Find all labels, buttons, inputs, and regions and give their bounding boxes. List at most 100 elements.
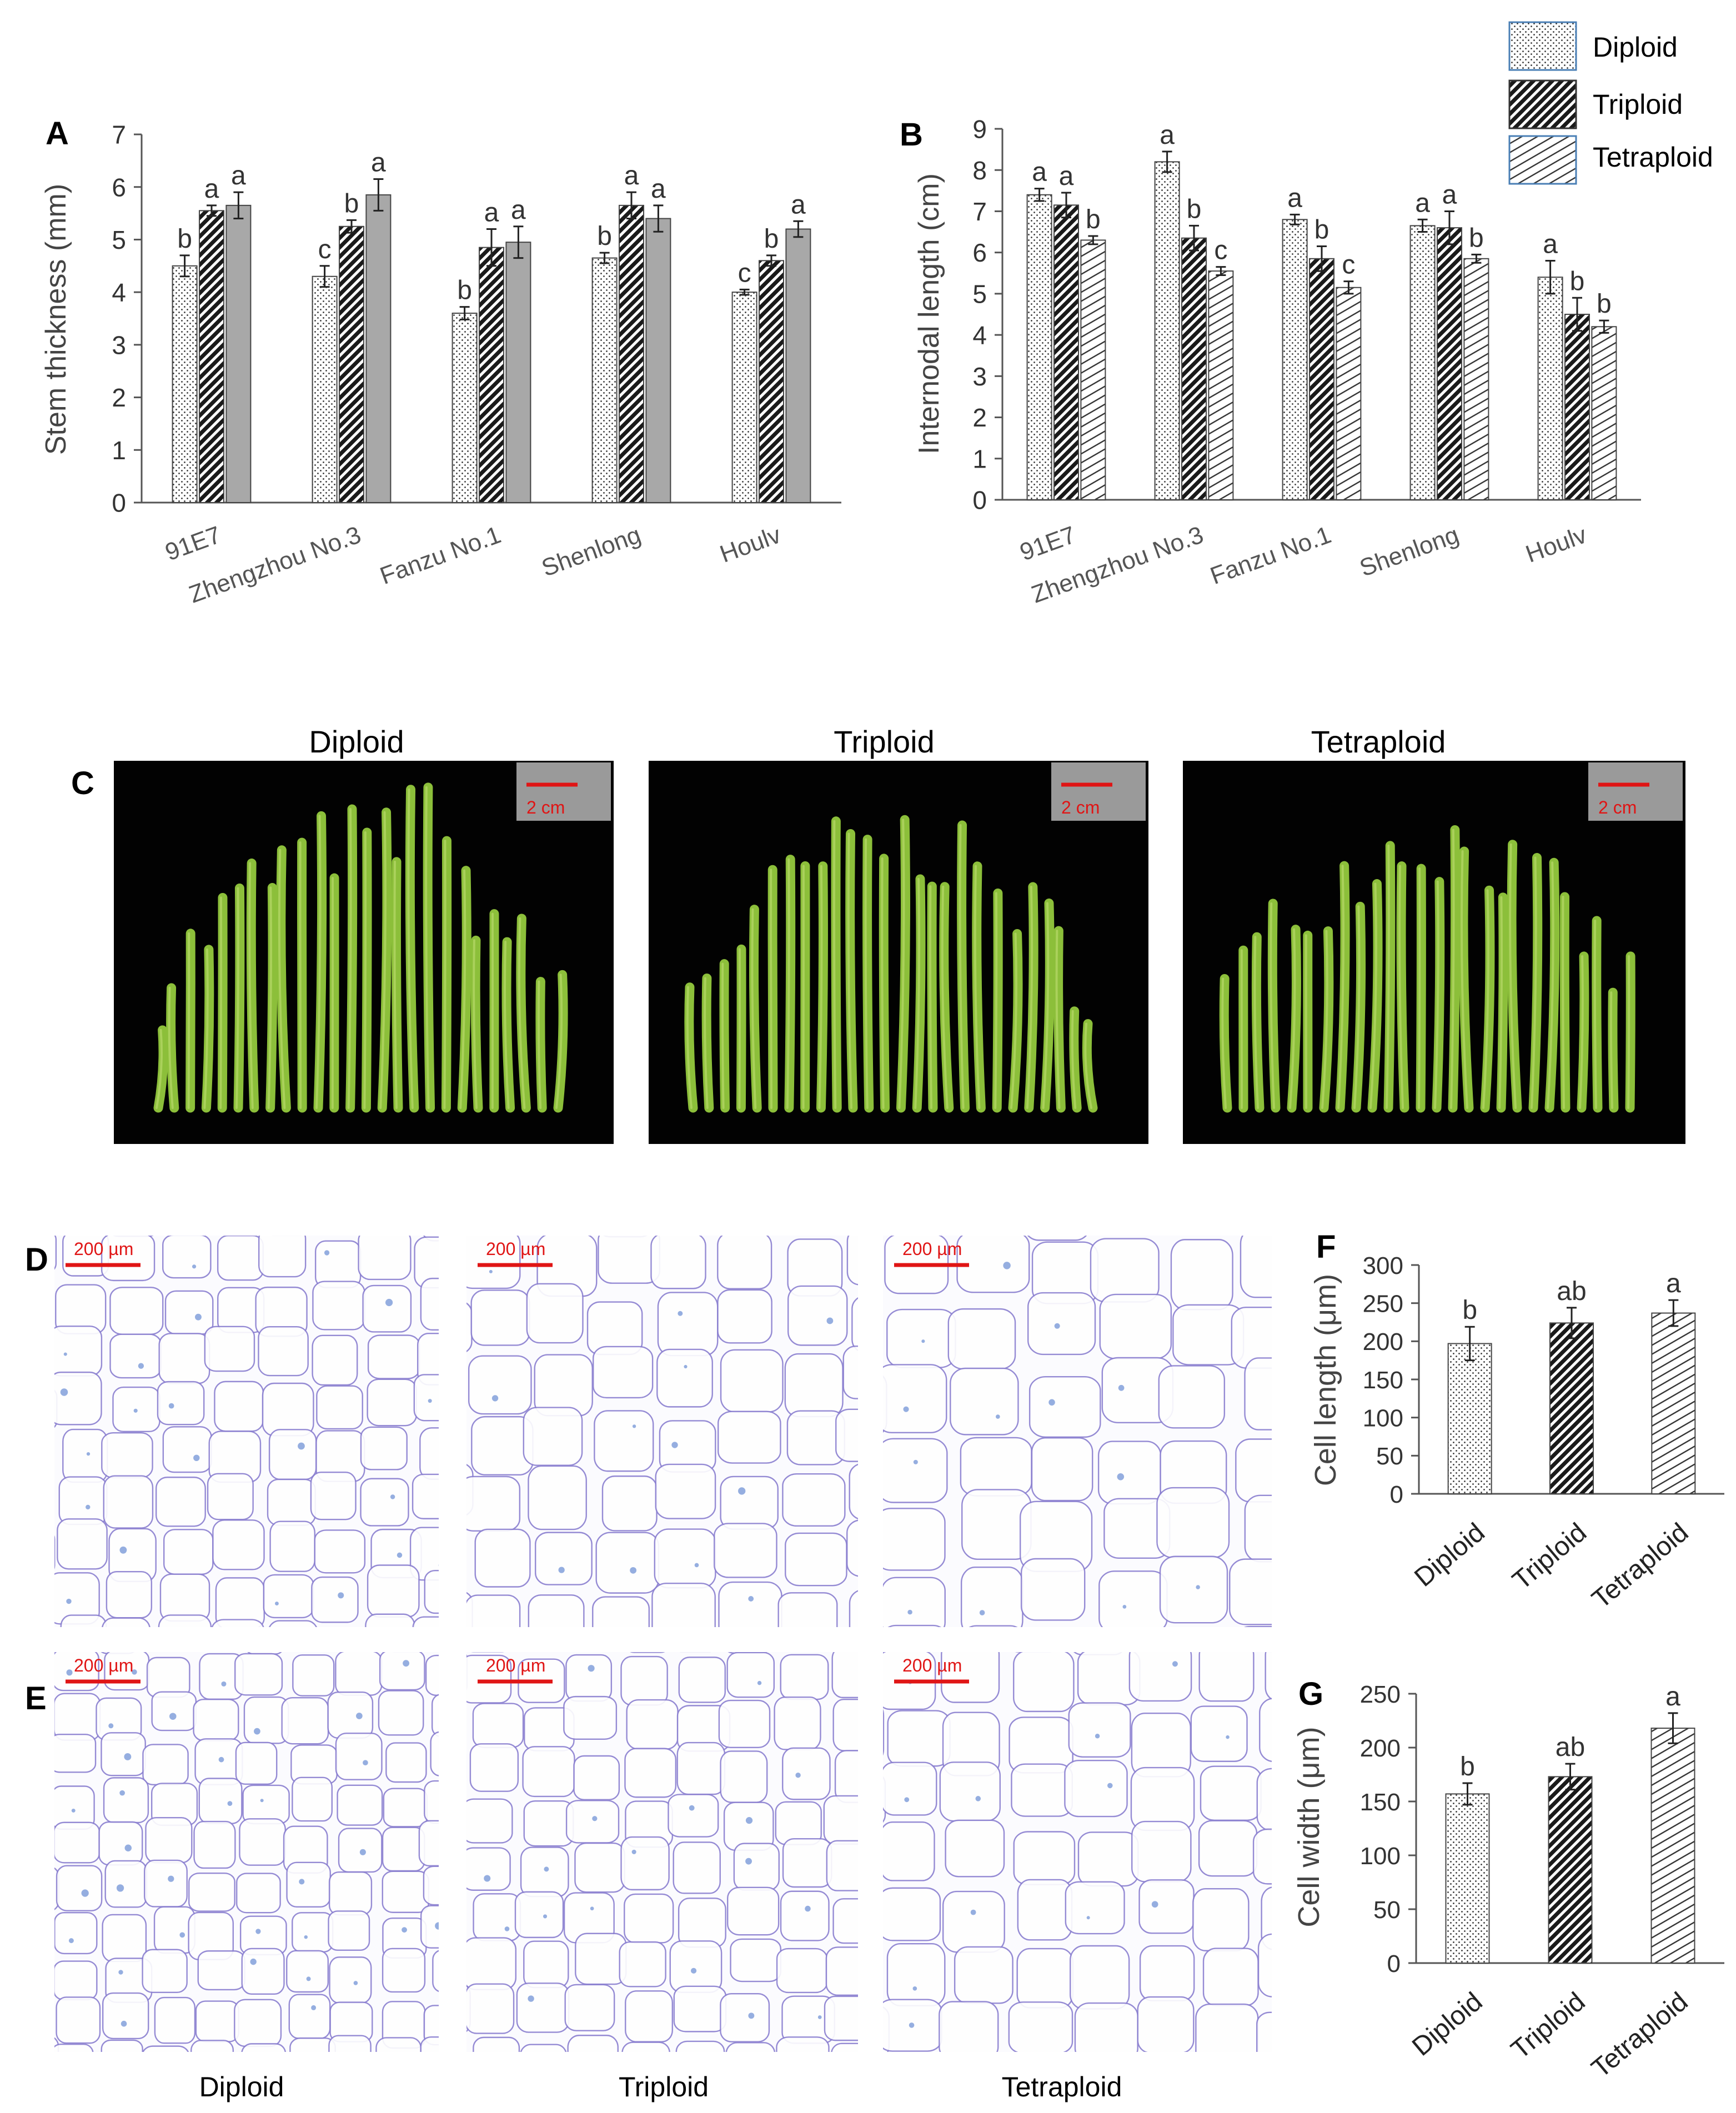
panel-letter-f: F xyxy=(1316,1229,1336,1265)
significance-letter: b xyxy=(1469,223,1484,253)
significance-letter: a xyxy=(1287,183,1302,213)
cell-outline xyxy=(241,1948,285,1995)
cell-outline xyxy=(939,1761,1001,1822)
cell-outline xyxy=(714,1523,777,1578)
cell-inclusion xyxy=(738,1487,746,1495)
cell-inclusion xyxy=(694,1563,699,1568)
micro-scale-label: 200 µm xyxy=(486,1655,545,1675)
panel-letter-e: E xyxy=(25,1680,47,1717)
cell-outline xyxy=(54,1389,58,1428)
cell-outline xyxy=(883,1364,947,1434)
cell-outline xyxy=(258,1326,309,1377)
cell-outline xyxy=(826,1840,858,1891)
cell-outline xyxy=(212,1519,265,1570)
legend-label-triploid: Triploid xyxy=(1593,89,1683,120)
stem-highlight xyxy=(786,858,790,1109)
stem-highlight xyxy=(704,977,709,1109)
cell-inclusion xyxy=(86,1452,91,1456)
cell-outline xyxy=(412,1473,439,1519)
cell-outline xyxy=(1,1188,51,1233)
stem xyxy=(423,782,435,1113)
cell-outline xyxy=(657,1292,719,1357)
cell-outline xyxy=(1137,1996,1195,2052)
cell-inclusion xyxy=(133,1408,138,1413)
significance-letter: b xyxy=(344,189,359,218)
bar xyxy=(759,260,784,503)
cell-outline xyxy=(106,1571,153,1619)
micro-label-triploid: Triploid xyxy=(619,2071,709,2102)
stem-highlight xyxy=(459,869,466,1109)
micrograph-d-2: 200 µm xyxy=(883,1236,1272,1627)
cell-outline xyxy=(851,1297,858,1352)
cell-outline xyxy=(358,1236,412,1281)
cell-outline xyxy=(883,1709,885,1756)
bar xyxy=(479,247,504,503)
scale-bar-box xyxy=(1588,762,1683,821)
cell-outline xyxy=(1008,2001,1073,2052)
stem-highlight xyxy=(721,962,725,1109)
cell-outline xyxy=(54,1535,56,1570)
cell-outline xyxy=(621,2041,670,2052)
stem-highlight xyxy=(847,832,852,1109)
stem xyxy=(1335,861,1350,1113)
cell-outline xyxy=(1253,2068,1311,2113)
cell-outline xyxy=(673,1841,721,1894)
stem-highlight xyxy=(974,865,981,1109)
stem-highlight xyxy=(537,980,542,1109)
cell-outline xyxy=(430,1731,439,1776)
cell-outline xyxy=(235,1741,278,1785)
cell-inclusion xyxy=(353,1981,358,1985)
stem-highlight xyxy=(832,820,837,1109)
stem xyxy=(313,811,327,1113)
cell-inclusion xyxy=(227,1801,233,1806)
x-category-label: Triploid xyxy=(1506,1987,1591,2065)
cell-inclusion xyxy=(119,1546,127,1554)
stem xyxy=(1219,973,1232,1113)
cell-outline xyxy=(888,2064,947,2113)
micrograph-e-2: 200 µm xyxy=(883,1652,1311,2113)
cell-outline xyxy=(5,1821,45,1862)
cell-outline xyxy=(516,1982,570,2033)
bar xyxy=(1537,277,1563,500)
scale-bar-box xyxy=(516,762,611,821)
cell-outline xyxy=(9,2001,53,2041)
cell-outline xyxy=(565,1654,613,1702)
legend: Diploid Triploid Tetraploid xyxy=(1508,21,1713,185)
cell-outline xyxy=(466,1983,515,2034)
stem-highlight xyxy=(994,892,998,1109)
cell-outline xyxy=(263,1574,314,1619)
cell-inclusion xyxy=(179,1932,185,1938)
cell-outline xyxy=(1240,1236,1272,1298)
cell-inclusion xyxy=(588,1665,595,1672)
stem-highlight xyxy=(379,811,387,1109)
legend-label-diploid: Diploid xyxy=(1593,32,1678,63)
cell-outline xyxy=(473,1893,521,1941)
stem-highlight xyxy=(473,939,478,1109)
cell-outline xyxy=(1131,1820,1192,1883)
cell-inclusion xyxy=(390,1494,395,1499)
bar xyxy=(1282,219,1308,500)
cell-inclusion xyxy=(690,1968,697,1974)
y-tick-label: 1 xyxy=(112,436,126,465)
cell-outline xyxy=(725,2042,776,2052)
cell-outline xyxy=(733,1843,780,1891)
cell-outline xyxy=(193,1698,239,1741)
cell-outline xyxy=(846,1236,858,1286)
stem xyxy=(1528,853,1543,1113)
cell-outline xyxy=(318,1179,365,1227)
cell-outline xyxy=(420,1277,439,1331)
cell-outline xyxy=(370,1183,415,1233)
cell-inclusion xyxy=(1122,1605,1127,1609)
cell-inclusion xyxy=(440,1628,444,1633)
stem xyxy=(246,859,259,1113)
cell-outline xyxy=(54,2044,94,2052)
stem-highlight xyxy=(425,786,430,1109)
cell-inclusion xyxy=(1086,1916,1090,1920)
cell-inclusion xyxy=(104,1635,111,1642)
cell-outline xyxy=(883,1887,941,1941)
cell-outline xyxy=(60,1614,107,1627)
stem-highlight xyxy=(219,896,223,1109)
cell-outline xyxy=(776,1948,828,1994)
cell-outline xyxy=(520,2044,567,2052)
cell-outline xyxy=(630,1652,665,1653)
